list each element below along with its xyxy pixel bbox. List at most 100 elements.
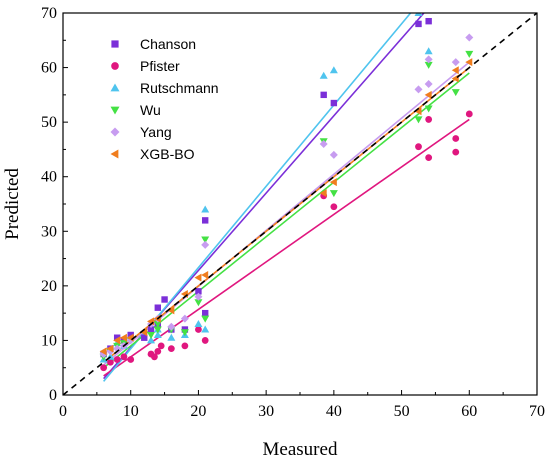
data-point <box>424 47 433 55</box>
data-point <box>202 217 209 224</box>
data-point <box>153 326 162 334</box>
data-point <box>201 205 210 213</box>
legend-label: Rutschmann <box>140 80 219 96</box>
data-point <box>452 135 460 142</box>
data-point <box>319 139 328 148</box>
data-point <box>415 20 422 28</box>
axes: 0 10 20 30 40 50 60 70 0 10 20 30 40 50 60 70 <box>41 5 545 420</box>
x-tick-label: 30 <box>258 403 274 420</box>
data-point <box>127 331 134 339</box>
legend-label: XGB-BO <box>140 146 195 162</box>
fit-line <box>103 118 470 377</box>
data-point <box>451 66 459 75</box>
data-point <box>167 306 175 315</box>
data-point <box>180 329 189 337</box>
data-point <box>320 91 327 99</box>
data-point <box>330 99 338 107</box>
legend-marker <box>110 127 120 137</box>
legend-label: Pfister <box>140 58 180 74</box>
data-point <box>452 148 460 156</box>
data-point <box>465 50 474 58</box>
y-tick-label: 0 <box>49 387 57 404</box>
data-point <box>414 116 423 124</box>
data-point <box>329 66 338 74</box>
y-tick-label: 60 <box>41 60 57 77</box>
y-tick-label: 50 <box>41 114 57 131</box>
data-point <box>330 203 338 211</box>
data-point <box>151 353 158 361</box>
data-point <box>153 330 162 338</box>
y-tick-label: 10 <box>41 332 57 349</box>
data-point <box>107 358 114 366</box>
data-point <box>329 190 338 198</box>
data-point <box>194 292 203 301</box>
data-point <box>424 105 433 113</box>
data-point <box>147 331 156 339</box>
data-point <box>194 320 203 328</box>
data-point <box>424 55 433 64</box>
data-point <box>319 189 327 198</box>
data-point <box>414 13 423 16</box>
fit-line <box>103 61 470 366</box>
fit-line <box>103 72 470 369</box>
data-point <box>201 337 209 344</box>
legend-marker <box>110 106 120 115</box>
data-point <box>181 342 189 350</box>
legend-marker <box>110 83 120 92</box>
data-point <box>147 336 156 344</box>
data-point <box>161 296 168 303</box>
legend-label: Wu <box>140 102 161 118</box>
data-point <box>414 85 423 94</box>
data-point <box>465 58 473 67</box>
data-point <box>424 79 433 88</box>
data-point <box>414 107 422 116</box>
data-point <box>451 58 460 67</box>
data-point <box>451 89 460 97</box>
legend-marker <box>111 62 119 70</box>
legend: Chanson Pfister Rutschmann Wu Yang XGB-BO <box>110 36 219 162</box>
data-point <box>465 33 474 42</box>
data-point <box>154 347 162 355</box>
x-tick-label: 60 <box>461 403 477 420</box>
plot-area <box>63 0 537 395</box>
x-tick-label: 40 <box>326 403 342 420</box>
data-point <box>167 333 176 341</box>
reference-line <box>63 13 537 395</box>
data-point <box>180 314 189 323</box>
data-point <box>127 356 135 363</box>
x-tick-label: 20 <box>190 403 206 420</box>
data-point <box>157 342 165 350</box>
x-tick-label: 0 <box>59 403 67 420</box>
data-point <box>319 71 328 79</box>
data-point <box>452 0 460 5</box>
data-point <box>425 116 433 123</box>
y-tick-label: 70 <box>41 5 57 22</box>
data-point <box>329 178 337 187</box>
x-axis-title: Measured <box>263 439 338 460</box>
x-tick-label: 10 <box>123 403 139 420</box>
data-point <box>201 270 209 279</box>
x-tick-label: 50 <box>394 403 410 420</box>
data-point <box>113 356 121 363</box>
legend-marker <box>110 149 119 159</box>
data-point <box>113 336 121 345</box>
data-point <box>167 322 176 331</box>
legend-label: Yang <box>140 124 172 140</box>
y-axis-title: Predicted <box>2 168 23 240</box>
data-point <box>424 90 432 99</box>
data-point <box>465 110 473 118</box>
data-point <box>154 304 161 311</box>
data-point <box>194 299 203 307</box>
data-point <box>141 334 148 341</box>
data-point <box>167 345 175 353</box>
data-point <box>147 326 155 333</box>
data-point <box>195 326 202 333</box>
y-tick-label: 30 <box>41 223 57 240</box>
data-point <box>100 364 108 372</box>
data-point <box>195 288 202 295</box>
legend-marker <box>111 40 119 48</box>
x-tick-label: 70 <box>529 403 545 420</box>
data-point <box>113 334 121 341</box>
data-point <box>453 2 459 8</box>
